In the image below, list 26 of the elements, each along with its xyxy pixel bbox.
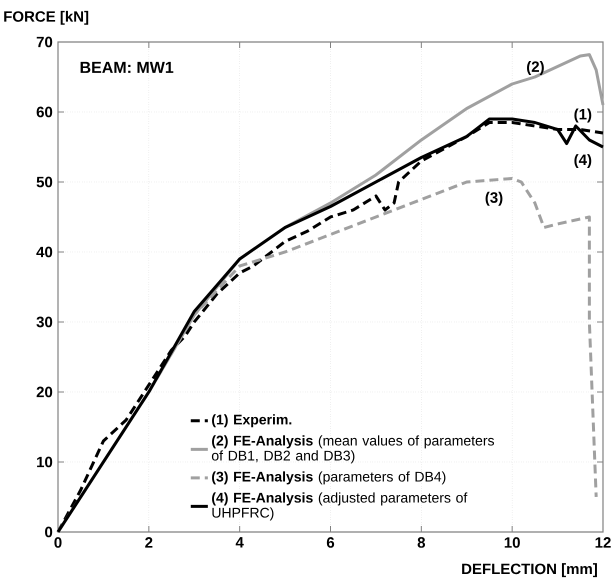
x-tick-label: 12 [596, 537, 611, 548]
y-tick-label: 0 [45, 526, 52, 538]
y-tick-label: 10 [37, 456, 52, 468]
annotation: (1) [574, 108, 592, 122]
text: (4) FE-Analysis (adjusted parameters of UHPFRC) [212, 492, 468, 520]
x-tick-label: 4 [236, 537, 244, 548]
legend-label: (3) FE-Analysis (parameters of DB4) [212, 471, 446, 484]
text: BEAM: MW1 [80, 62, 174, 73]
annotation: (3) [486, 192, 502, 206]
y-tick-label: 20 [36, 386, 52, 398]
annotation: (4) [574, 154, 592, 168]
y-tick-label: 60 [36, 106, 52, 118]
legend-label: (2) FE-Analysis (mean values of parameters of DB1, DB2 and DB3) [212, 435, 494, 464]
x-tick-label: 2 [145, 537, 152, 548]
x-axis-title: DEFLECTION [mm] [462, 563, 597, 578]
legend-label: (1) Experim. [212, 414, 292, 428]
y-tick-label: 40 [36, 246, 52, 258]
x-tick-label: 0 [54, 537, 62, 548]
y-tick-label: 70 [36, 36, 52, 48]
annotation: (2) [527, 60, 544, 75]
y-tick-label: 30 [36, 316, 52, 328]
x-tick-label: 6 [326, 537, 334, 548]
x-tick-label: 8 [418, 537, 426, 548]
x-tick-label: 10 [504, 537, 520, 548]
y-axis-title: FORCE [kN] [4, 10, 88, 25]
y-tick-label: 50 [36, 176, 52, 188]
